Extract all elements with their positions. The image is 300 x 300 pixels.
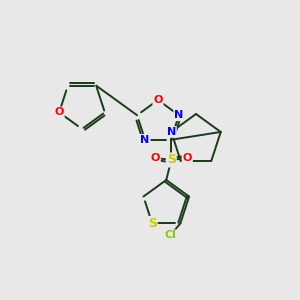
Text: O: O	[55, 107, 64, 117]
Text: O: O	[153, 95, 163, 105]
Text: Cl: Cl	[164, 230, 176, 240]
Text: O: O	[151, 153, 160, 163]
Text: S: S	[167, 154, 176, 166]
Text: N: N	[174, 110, 184, 120]
Text: O: O	[183, 153, 192, 163]
Text: N: N	[167, 127, 176, 137]
Text: S: S	[148, 217, 157, 230]
Text: N: N	[140, 135, 150, 145]
